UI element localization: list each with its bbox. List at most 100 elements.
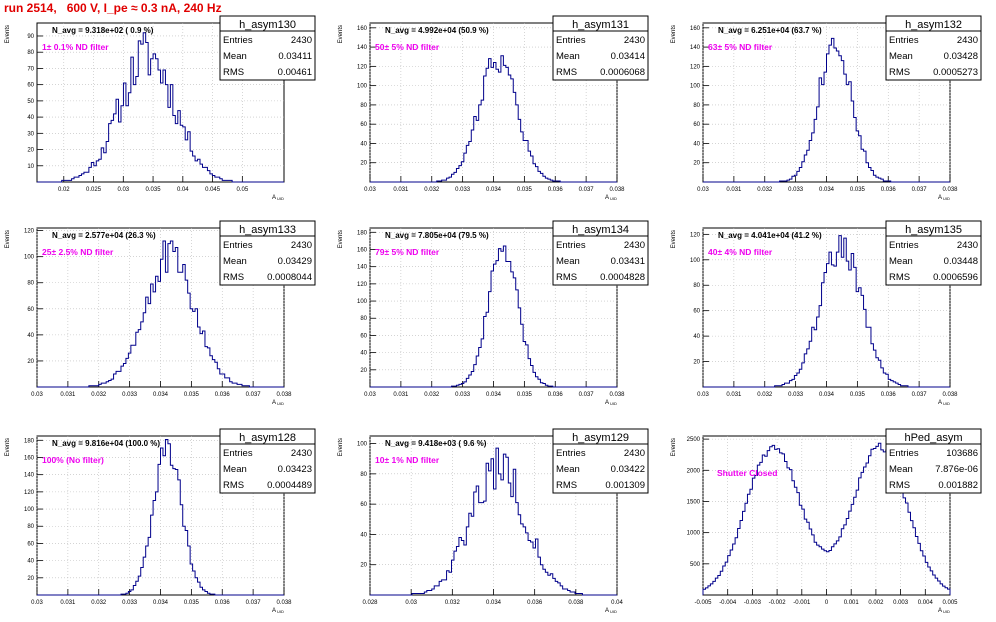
x-tick-label: 0.034	[486, 600, 502, 606]
x-tick-label: 0.031	[726, 187, 742, 193]
page-title: run 2514, 600 V, I_pe ≈ 0.3 nA, 240 Hz	[4, 1, 222, 15]
x-tick-label: 0.036	[527, 600, 543, 606]
x-tick-label: 0.031	[726, 392, 742, 398]
y-tick-label: 160	[357, 247, 368, 253]
x-axis-label: A	[605, 608, 609, 614]
stats-rms-label: RMS	[889, 272, 910, 283]
x-tick-label: 0.001	[844, 600, 860, 606]
y-tick-label: 40	[27, 115, 34, 121]
x-tick-label: 0.035	[184, 392, 200, 398]
y-tick-label: 140	[357, 265, 368, 271]
x-tick-label: 0.03	[405, 600, 417, 606]
stats-mean-value: 0.03414	[611, 51, 645, 62]
y-tick-label: 100	[690, 84, 701, 90]
y-tick-label: 120	[24, 229, 35, 235]
y-tick-label: 160	[24, 455, 35, 461]
stats-mean-label: Mean	[223, 51, 247, 62]
histogram-series	[370, 55, 617, 183]
y-tick-label: 100	[24, 255, 35, 261]
x-axis-sublabel: UID	[943, 401, 950, 406]
x-tick-label: 0.033	[122, 600, 138, 606]
x-axis-label: A	[272, 608, 276, 614]
x-tick-label: 0.036	[548, 187, 564, 193]
x-axis-label: A	[272, 400, 276, 406]
y-tick-label: 60	[27, 541, 34, 547]
x-tick-label: 0.037	[579, 392, 595, 398]
filter-annotation: 63± 5% ND filter	[708, 42, 773, 52]
x-tick-label: 0.035	[850, 187, 866, 193]
y-tick-label: 20	[27, 576, 34, 582]
stats-box	[552, 220, 649, 286]
y-tick-label: 60	[360, 333, 367, 339]
x-tick-label: 0.05	[236, 187, 248, 193]
y-tick-label: 10	[27, 164, 34, 170]
x-axis-sublabel: UID	[610, 401, 617, 406]
y-tick-label: 80	[360, 472, 367, 478]
y-axis-label: Events	[5, 438, 11, 456]
x-tick-label: 0.036	[881, 392, 897, 398]
y-tick-label: 100	[690, 258, 701, 264]
x-axis-sublabel: UID	[277, 401, 284, 406]
filter-annotation: 50± 5% ND filter	[375, 42, 440, 52]
stats-rms-value: 0.001309	[605, 480, 645, 491]
y-tick-label: 80	[360, 103, 367, 109]
stats-rms-value: 0.00461	[278, 67, 312, 78]
stats-entries-value: 2430	[291, 240, 312, 251]
x-axis-sublabel: UID	[943, 609, 950, 614]
stats-mean-label: Mean	[889, 464, 913, 475]
filter-annotation: 100% (No filter)	[42, 455, 104, 465]
stats-entries-value: 2430	[624, 35, 645, 46]
x-tick-label: -0.001	[793, 600, 811, 606]
y-tick-label: 60	[27, 83, 34, 89]
y-tick-label: 40	[693, 141, 700, 147]
stats-mean-value: 0.03428	[944, 51, 978, 62]
stats-box-title: h_asym134	[572, 224, 629, 236]
x-tick-label: 0.03	[697, 187, 709, 193]
x-tick-label: 0.034	[486, 187, 502, 193]
x-tick-label: 0.038	[276, 392, 292, 398]
stats-box-title: h_asym132	[905, 19, 962, 31]
y-axis-label: Events	[338, 25, 344, 43]
y-tick-label: 80	[27, 524, 34, 530]
x-tick-label: 0.003	[893, 600, 909, 606]
stats-box-title: h_asym129	[572, 432, 629, 444]
stats-rms-label: RMS	[889, 67, 910, 78]
y-tick-label: 20	[27, 359, 34, 365]
x-axis-label: A	[605, 195, 609, 201]
y-axis-label: Events	[5, 25, 11, 43]
stats-box-title: h_asym130	[239, 19, 296, 31]
x-tick-label: 0.038	[942, 392, 958, 398]
x-tick-label: 0.035	[850, 392, 866, 398]
y-tick-label: 180	[24, 438, 35, 444]
x-tick-label: 0.031	[393, 187, 409, 193]
x-tick-label: 0.045	[205, 187, 221, 193]
stats-entries-value: 103686	[946, 448, 978, 459]
y-tick-label: 160	[357, 26, 368, 32]
x-tick-label: 0.036	[548, 392, 564, 398]
x-tick-label: 0.033	[788, 392, 804, 398]
x-tick-label: 0.034	[153, 392, 169, 398]
x-tick-label: 0.033	[788, 187, 804, 193]
x-tick-label: 0.031	[60, 392, 76, 398]
x-tick-label: -0.002	[769, 600, 787, 606]
x-axis-sublabel: UID	[610, 196, 617, 201]
stats-rms-value: 0.0006068	[600, 67, 645, 78]
x-axis-sublabel: UID	[943, 196, 950, 201]
stats-mean-value: 0.03448	[944, 256, 978, 267]
stats-rms-label: RMS	[556, 272, 577, 283]
y-axis-label: Events	[338, 438, 344, 456]
y-tick-label: 60	[360, 502, 367, 508]
y-tick-label: 40	[693, 334, 700, 340]
y-tick-label: 60	[27, 307, 34, 313]
stats-entries-value: 2430	[624, 448, 645, 459]
x-tick-label: 0.038	[609, 392, 625, 398]
x-tick-label: 0.034	[486, 392, 502, 398]
histogram-series	[37, 438, 284, 596]
stats-box-title: h_asym131	[572, 19, 629, 31]
stats-mean-label: Mean	[556, 256, 580, 267]
x-tick-label: 0.028	[362, 600, 378, 606]
y-tick-label: 80	[27, 281, 34, 287]
y-tick-label: 20	[693, 161, 700, 167]
y-tick-label: 140	[357, 45, 368, 51]
x-tick-label: 0	[825, 600, 829, 606]
